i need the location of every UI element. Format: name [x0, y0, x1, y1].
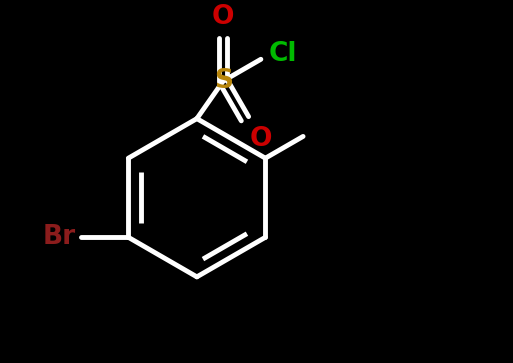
Text: O: O: [212, 4, 234, 30]
Text: Cl: Cl: [269, 41, 297, 68]
Text: Br: Br: [43, 224, 76, 250]
Text: O: O: [250, 126, 272, 152]
Text: S: S: [214, 68, 233, 94]
